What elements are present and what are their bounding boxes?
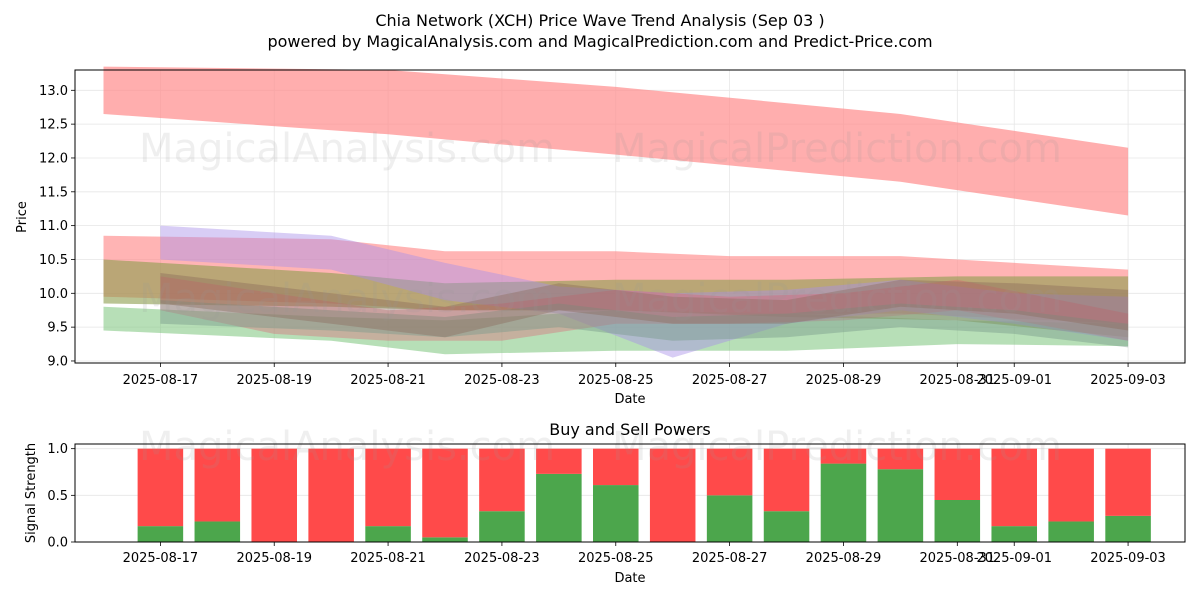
buy-bar xyxy=(365,526,411,542)
sell-bar xyxy=(1048,448,1094,522)
buy-bar xyxy=(820,463,867,542)
sell-bar xyxy=(251,448,297,542)
price-y-tick-label: 9.0 xyxy=(47,354,68,369)
signal-y-tick-label: 1.0 xyxy=(47,442,68,457)
signal-y-axis: 0.0 0.5 1.0 xyxy=(47,442,75,551)
price-band-4 xyxy=(103,259,1129,338)
sell-bar xyxy=(877,448,924,470)
watermark: MagicalAnalysis.com xyxy=(139,276,555,322)
signal-x-tick-label: 2025-08-23 xyxy=(464,551,540,566)
signal-panel-title: Buy and Sell Powers xyxy=(549,420,711,439)
price-x-tick-label: 2025-08-17 xyxy=(123,373,199,388)
price-x-axis: 2025-08-17 2025-08-19 2025-08-21 2025-08-23… xyxy=(123,363,1166,388)
buy-bar xyxy=(706,495,753,542)
watermark: MagicalAnalysis.com xyxy=(139,126,555,172)
price-x-tick-label: 2025-08-31 xyxy=(920,373,996,388)
buy-bar xyxy=(1105,515,1151,542)
buy-bar xyxy=(137,526,184,542)
price-y-tick-label: 9.5 xyxy=(47,321,68,336)
sell-bar xyxy=(763,448,810,512)
chart-title: Chia Network (XCH) Price Wave Trend Anal… xyxy=(375,11,824,30)
price-x-tick-label: 2025-08-23 xyxy=(464,373,540,388)
sell-bar xyxy=(536,448,582,474)
price-y-tick-label: 11.0 xyxy=(39,219,68,234)
price-bands xyxy=(103,66,1129,358)
signal-x-tick-label: 2025-08-31 xyxy=(920,551,996,566)
signal-x-axis-label: Date xyxy=(614,571,645,586)
signal-plot-frame xyxy=(74,443,1186,543)
price-y-tick-label: 10.0 xyxy=(39,287,68,302)
price-y-tick-label: 11.5 xyxy=(39,185,68,200)
signal-y-tick-label: 0.5 xyxy=(47,489,68,504)
price-x-axis-label: Date xyxy=(614,392,645,407)
sell-bar xyxy=(649,448,696,542)
buy-bar xyxy=(877,469,924,542)
price-x-tick-label: 2025-08-19 xyxy=(236,373,312,388)
sell-bar xyxy=(934,448,981,500)
watermark: MagicalPrediction.com xyxy=(612,276,1062,322)
signal-bars xyxy=(137,448,1151,542)
signal-x-tick-label: 2025-09-01 xyxy=(976,551,1052,566)
price-x-tick-label: 2025-08-27 xyxy=(692,373,768,388)
signal-x-axis: 2025-08-17 2025-08-19 2025-08-21 2025-08-23… xyxy=(123,542,1166,566)
price-band-1 xyxy=(103,66,1129,216)
buy-bar xyxy=(763,511,810,542)
signal-x-tick-label: 2025-09-03 xyxy=(1090,551,1166,566)
price-x-tick-label: 2025-09-03 xyxy=(1090,373,1166,388)
price-band-8 xyxy=(160,273,1129,338)
sell-bar xyxy=(422,448,468,538)
sell-bar xyxy=(706,448,753,496)
buy-bar xyxy=(934,500,981,542)
price-panel: MagicalAnalysis.com MagicalPrediction.co… xyxy=(15,66,1186,407)
price-y-axis: 9.0 9.5 10.0 10.5 11.0 11.5 12.0 12.5 13.0 xyxy=(39,84,75,369)
price-y-tick-label: 12.0 xyxy=(39,151,68,166)
signal-x-tick-label: 2025-08-21 xyxy=(350,551,426,566)
sell-bar xyxy=(479,448,525,512)
signal-x-tick-label: 2025-08-17 xyxy=(123,551,199,566)
buy-bar xyxy=(593,485,639,542)
price-y-tick-label: 10.5 xyxy=(39,253,68,268)
price-x-tick-label: 2025-08-29 xyxy=(806,373,882,388)
price-band-6 xyxy=(160,276,1129,341)
price-x-tick-label: 2025-08-25 xyxy=(578,373,654,388)
sell-bar xyxy=(308,448,354,542)
sell-bar xyxy=(194,448,241,522)
buy-bar xyxy=(991,526,1037,542)
watermark: MagicalPrediction.com xyxy=(612,424,1062,470)
chart-subtitle: powered by MagicalAnalysis.com and Magic… xyxy=(267,32,932,51)
price-band-5 xyxy=(160,225,1129,358)
signal-panel: Buy and Sell Powers MagicalAnalysis.com … xyxy=(24,420,1186,586)
buy-bar xyxy=(194,521,241,542)
watermark: MagicalPrediction.com xyxy=(612,126,1062,172)
price-x-tick-label: 2025-09-01 xyxy=(976,373,1052,388)
buy-bar xyxy=(479,511,525,542)
price-y-axis-label: Price xyxy=(15,201,30,233)
sell-bar xyxy=(1105,448,1151,516)
signal-x-tick-label: 2025-08-25 xyxy=(578,551,654,566)
sell-bar xyxy=(593,448,639,486)
price-y-tick-label: 12.5 xyxy=(39,118,68,133)
signal-y-axis-label: Signal Strength xyxy=(24,443,39,543)
buy-bar xyxy=(536,473,582,542)
signal-x-tick-label: 2025-08-19 xyxy=(236,551,312,566)
watermark: MagicalAnalysis.com xyxy=(139,424,555,470)
sell-bar xyxy=(991,448,1037,527)
sell-bar xyxy=(820,448,867,464)
buy-bar xyxy=(1048,521,1094,542)
sell-bar xyxy=(365,448,411,527)
signal-x-tick-label: 2025-08-27 xyxy=(692,551,768,566)
price-y-tick-label: 13.0 xyxy=(39,84,68,99)
price-band-7 xyxy=(160,300,1129,348)
signal-x-tick-label: 2025-08-29 xyxy=(806,551,882,566)
sell-bar xyxy=(137,448,184,527)
price-x-tick-label: 2025-08-21 xyxy=(350,373,426,388)
price-plot-frame xyxy=(74,69,1186,364)
buy-bar xyxy=(422,537,468,542)
signal-y-tick-label: 0.0 xyxy=(47,536,68,551)
